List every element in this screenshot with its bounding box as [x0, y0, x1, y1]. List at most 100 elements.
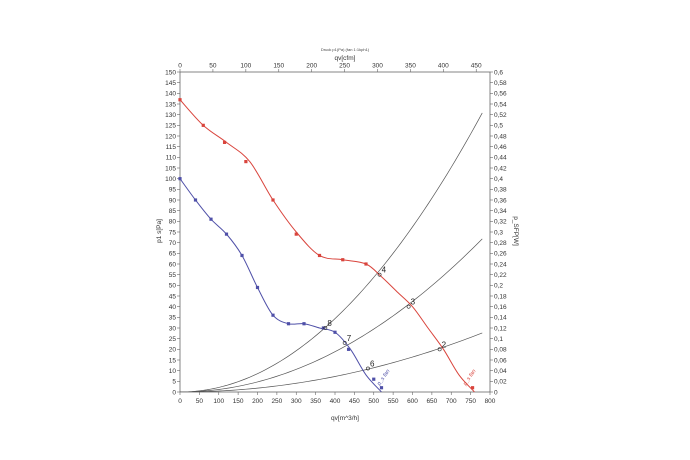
y2-tick-label: 0,08: [494, 347, 507, 354]
y-tick-label: 115: [166, 144, 177, 151]
y-tick-label: 75: [169, 229, 177, 236]
x2-tick-label: 200: [306, 63, 317, 70]
y2-tick-label: 0,02: [494, 379, 507, 386]
y-tick-label: 90: [169, 197, 177, 204]
y-tick-label: 40: [169, 304, 177, 311]
y-tick-label: 95: [169, 187, 177, 194]
system-curve-1: [180, 112, 483, 392]
y-tick-label: 5: [172, 379, 176, 386]
operating-point-label: 8: [327, 319, 332, 328]
operating-point-label: 3: [411, 298, 416, 307]
fan-curve-1: [180, 99, 475, 392]
operating-point-marker: [377, 272, 382, 277]
y-tick-label: 25: [169, 336, 177, 343]
y2-tick-label: 0,06: [494, 357, 507, 364]
y2-tick-label: 0,56: [494, 91, 507, 98]
data-point: [346, 347, 351, 351]
data-point: [294, 232, 298, 236]
x2-tick-label: 300: [372, 63, 383, 70]
y-tick-label: 130: [165, 112, 176, 119]
y2-tick-label: 0,54: [494, 101, 507, 108]
curve-end-label: p_s fan: [462, 369, 478, 388]
data-point: [333, 330, 337, 334]
data-point: [193, 198, 198, 202]
data-point: [271, 313, 275, 317]
y-tick-label: 55: [169, 272, 177, 279]
data-point: [178, 177, 182, 181]
y2-tick-label: 0,24: [494, 261, 507, 268]
data-point: [255, 285, 260, 290]
system-curve-3: [180, 332, 483, 392]
curve-end-label: p_s fan: [376, 369, 392, 388]
operating-point-marker: [406, 304, 411, 309]
chart-title: Druck p1(Pa) (fan 1:1kph1): [321, 47, 370, 52]
operating-point-label: 4: [382, 266, 387, 275]
x-tick-label: 650: [426, 398, 437, 405]
x-tick-label: 800: [485, 398, 496, 405]
y2-tick-label: 0,5: [494, 123, 503, 130]
x-tick-label: 250: [271, 398, 282, 405]
x-tick-label: 750: [465, 398, 476, 405]
top-axis-label: qv[cfm]: [335, 55, 356, 62]
y2-tick-label: 0,14: [494, 315, 507, 322]
x-tick-label: 400: [330, 398, 341, 405]
data-point: [244, 160, 248, 164]
y-tick-label: 0: [172, 389, 176, 396]
x2-tick-label: 450: [471, 63, 482, 70]
operating-point-label: 6: [370, 360, 375, 369]
y-tick-label: 145: [165, 80, 176, 87]
y2-tick-label: 0,04: [494, 368, 507, 375]
y2-tick-label: 0,58: [494, 80, 507, 87]
left-axis-label: p1 s[Pa]: [156, 219, 163, 243]
y-tick-label: 35: [169, 315, 177, 322]
x2-tick-label: 150: [273, 63, 284, 70]
y2-tick-label: 0,18: [494, 293, 507, 300]
data-point: [224, 232, 229, 236]
data-point: [302, 322, 306, 326]
y-tick-label: 100: [165, 176, 176, 183]
y2-tick-label: 0,38: [494, 187, 507, 194]
y2-tick-label: 0,52: [494, 112, 507, 119]
y2-tick-label: 0: [494, 389, 498, 396]
x-tick-label: 300: [291, 398, 302, 405]
x2-tick-label: 400: [438, 63, 449, 70]
data-point: [341, 258, 345, 262]
x-tick-label: 50: [196, 398, 204, 405]
y2-tick-label: 0,26: [494, 251, 507, 258]
y-tick-label: 15: [169, 357, 177, 364]
y-tick-label: 10: [169, 368, 177, 375]
y-tick-label: 125: [165, 123, 176, 130]
x2-tick-label: 0: [178, 63, 182, 70]
x-tick-label: 350: [310, 398, 321, 405]
operating-point-marker: [366, 366, 370, 371]
y2-tick-label: 0,46: [494, 144, 507, 151]
x-tick-label: 700: [446, 398, 457, 405]
operating-point-marker: [323, 326, 328, 330]
operating-point-marker: [437, 347, 442, 352]
x-tick-label: 0: [178, 398, 182, 405]
data-point: [271, 198, 275, 202]
data-point: [372, 377, 376, 381]
data-point: [321, 326, 325, 330]
y2-tick-label: 0,32: [494, 219, 507, 226]
data-point: [209, 217, 213, 221]
y2-tick-label: 0,1: [494, 336, 503, 343]
data-point: [201, 123, 205, 127]
data-point: [286, 322, 291, 326]
y-tick-label: 45: [169, 293, 177, 300]
data-point: [240, 253, 244, 258]
y2-tick-label: 0,48: [494, 133, 507, 140]
y2-tick-label: 0,36: [494, 197, 507, 204]
y2-tick-label: 0,16: [494, 304, 507, 311]
y-tick-label: 70: [169, 240, 177, 247]
y-tick-label: 20: [169, 347, 177, 354]
x-tick-label: 100: [213, 398, 224, 405]
y-tick-label: 120: [165, 133, 176, 140]
y-tick-label: 65: [169, 251, 177, 258]
y-tick-label: 85: [169, 208, 177, 215]
y2-tick-label: 0,12: [494, 325, 507, 332]
y-tick-label: 135: [165, 101, 176, 108]
right-axis-label: p_SFP[W]: [512, 216, 519, 246]
x-tick-label: 450: [349, 398, 360, 405]
